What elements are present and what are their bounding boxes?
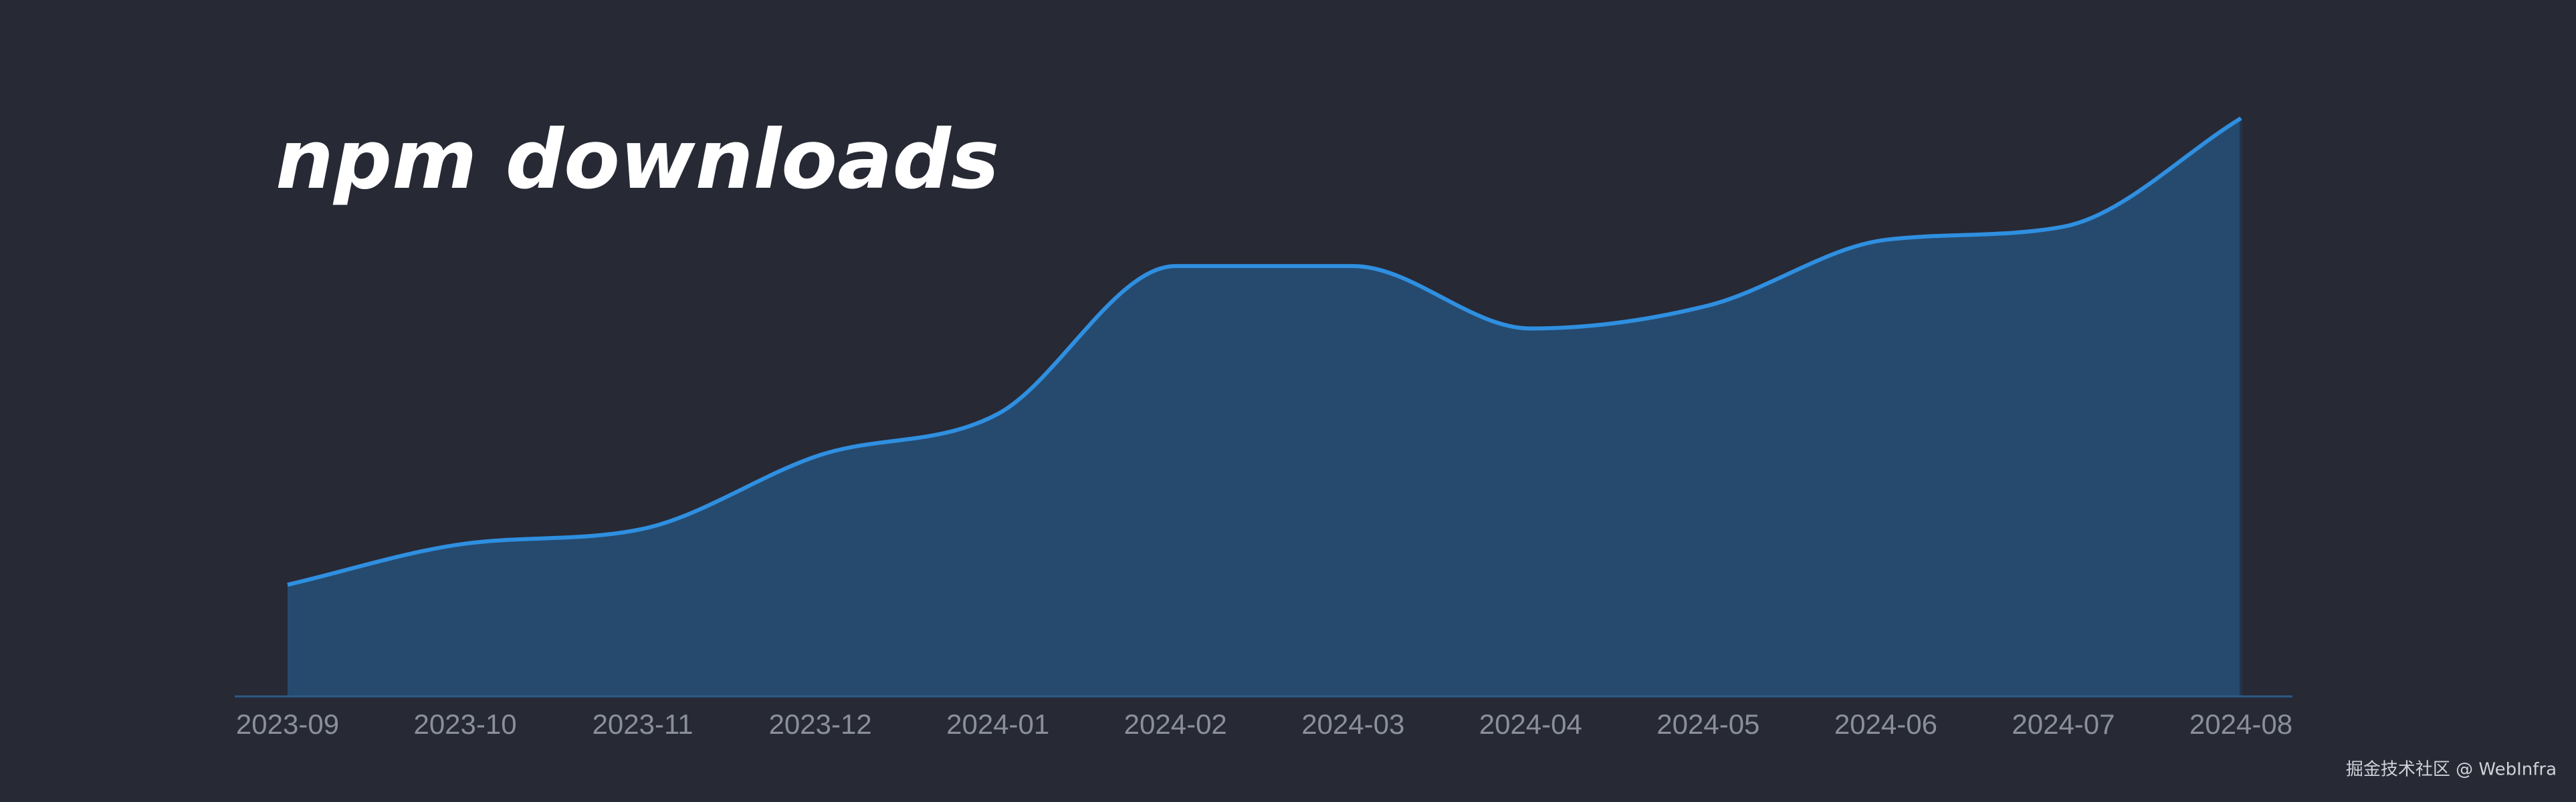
line [287, 116, 2242, 587]
x-tick-label: 2024-06 [1834, 708, 1937, 740]
x-tick-label: 2024-02 [1124, 708, 1227, 740]
area-fill [288, 118, 2241, 696]
x-tick-label: 2023-12 [769, 708, 872, 740]
x-tick-label: 2024-08 [2189, 708, 2292, 740]
x-tick-label: 2023-09 [236, 708, 339, 740]
chart-title: npm downloads [276, 112, 999, 207]
x-tick-label: 2024-01 [946, 708, 1049, 740]
watermark: 掘金技术社区 @ WebInfra [2346, 760, 2557, 780]
x-tick-label: 2024-04 [1479, 708, 1582, 740]
x-tick-label: 2024-07 [2012, 708, 2115, 740]
x-tick-label: 2024-05 [1656, 708, 1759, 740]
x-tick-label: 2023-11 [593, 708, 693, 740]
x-tick-label: 2023-10 [413, 708, 516, 740]
x-tick-label: 2024-03 [1301, 708, 1404, 740]
